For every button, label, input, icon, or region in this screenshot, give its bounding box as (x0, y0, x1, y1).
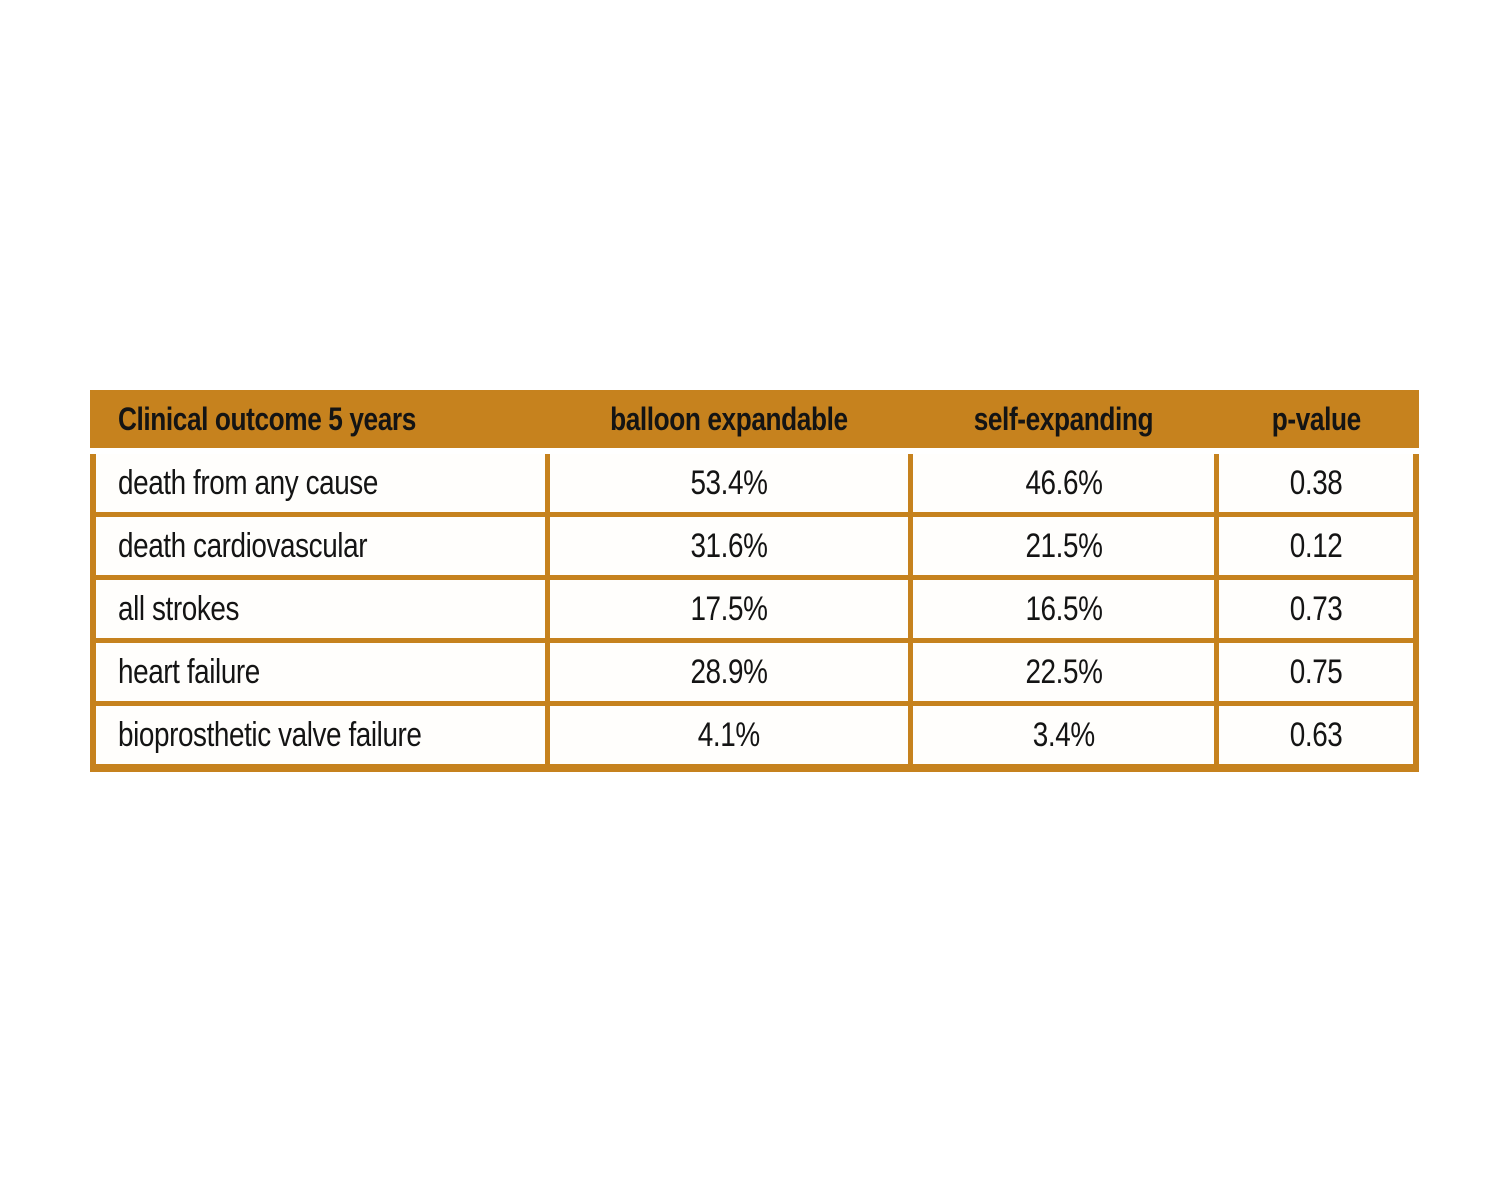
outcome-label: bioprosthetic valve failure (118, 715, 422, 754)
balloon-value: 31.6% (690, 526, 768, 565)
p-value: 0.75 (1289, 652, 1343, 691)
p-value: 0.73 (1289, 589, 1343, 628)
cell-p-value: 0.63 (1219, 706, 1413, 764)
cell-self-expanding-value: 46.6% (913, 454, 1214, 512)
table-row-heart-failure: heart failure 28.9% 22.5% 0.75 (96, 643, 1413, 701)
cell-outcome: all strokes (96, 580, 545, 638)
table-header-row: Clinical outcome 5 years balloon expanda… (90, 390, 1419, 448)
table-row-all-strokes: all strokes 17.5% 16.5% 0.73 (96, 580, 1413, 638)
header-cell-balloon-expandable: balloon expandable (550, 390, 908, 448)
outcome-label: all strokes (118, 589, 240, 628)
cell-balloon-value: 53.4% (550, 454, 908, 512)
balloon-value: 4.1% (698, 715, 760, 754)
balloon-value: 53.4% (690, 463, 768, 502)
cell-outcome: death cardiovascular (96, 517, 545, 575)
outcome-label: death from any cause (118, 463, 378, 502)
cell-self-expanding-value: 22.5% (913, 643, 1214, 701)
cell-self-expanding-value: 16.5% (913, 580, 1214, 638)
cell-outcome: death from any cause (96, 454, 545, 512)
self-expanding-value: 16.5% (1024, 589, 1103, 628)
cell-balloon-value: 17.5% (550, 580, 908, 638)
header-cell-self-expanding: self-expanding (913, 390, 1214, 448)
header-cell-outcome: Clinical outcome 5 years (96, 390, 545, 448)
outcome-label: heart failure (118, 652, 260, 691)
header-label-self-expanding: self-expanding (973, 400, 1154, 437)
p-value: 0.38 (1289, 463, 1343, 502)
cell-outcome: heart failure (96, 643, 545, 701)
cell-outcome: bioprosthetic valve failure (96, 706, 545, 764)
cell-balloon-value: 4.1% (550, 706, 908, 764)
self-expanding-value: 46.6% (1024, 463, 1103, 502)
clinical-outcomes-table: Clinical outcome 5 years balloon expanda… (90, 390, 1419, 772)
outcome-label: death cardiovascular (118, 526, 368, 565)
cell-p-value: 0.73 (1219, 580, 1413, 638)
self-expanding-value: 3.4% (1032, 715, 1095, 754)
p-value: 0.63 (1289, 715, 1343, 754)
p-value: 0.12 (1289, 526, 1343, 565)
table-row-death-any-cause: death from any cause 53.4% 46.6% 0.38 (96, 454, 1413, 512)
cell-balloon-value: 31.6% (550, 517, 908, 575)
table-row-bioprosthetic-valve-failure: bioprosthetic valve failure 4.1% 3.4% 0.… (96, 706, 1413, 764)
balloon-value: 17.5% (690, 589, 768, 628)
header-label-p-value: p-value (1271, 400, 1361, 437)
table-row-death-cardiovascular: death cardiovascular 31.6% 21.5% 0.12 (96, 517, 1413, 575)
self-expanding-value: 21.5% (1024, 526, 1103, 565)
cell-p-value: 0.38 (1219, 454, 1413, 512)
cell-self-expanding-value: 21.5% (913, 517, 1214, 575)
header-cell-p-value: p-value (1219, 390, 1413, 448)
header-label-balloon-expandable: balloon expandable (610, 400, 848, 437)
cell-self-expanding-value: 3.4% (913, 706, 1214, 764)
header-label-outcome: Clinical outcome 5 years (118, 400, 416, 437)
self-expanding-value: 22.5% (1024, 652, 1103, 691)
cell-p-value: 0.12 (1219, 517, 1413, 575)
balloon-value: 28.9% (690, 652, 768, 691)
table-body: death from any cause 53.4% 46.6% 0.38 de… (90, 454, 1419, 772)
cell-balloon-value: 28.9% (550, 643, 908, 701)
cell-p-value: 0.75 (1219, 643, 1413, 701)
